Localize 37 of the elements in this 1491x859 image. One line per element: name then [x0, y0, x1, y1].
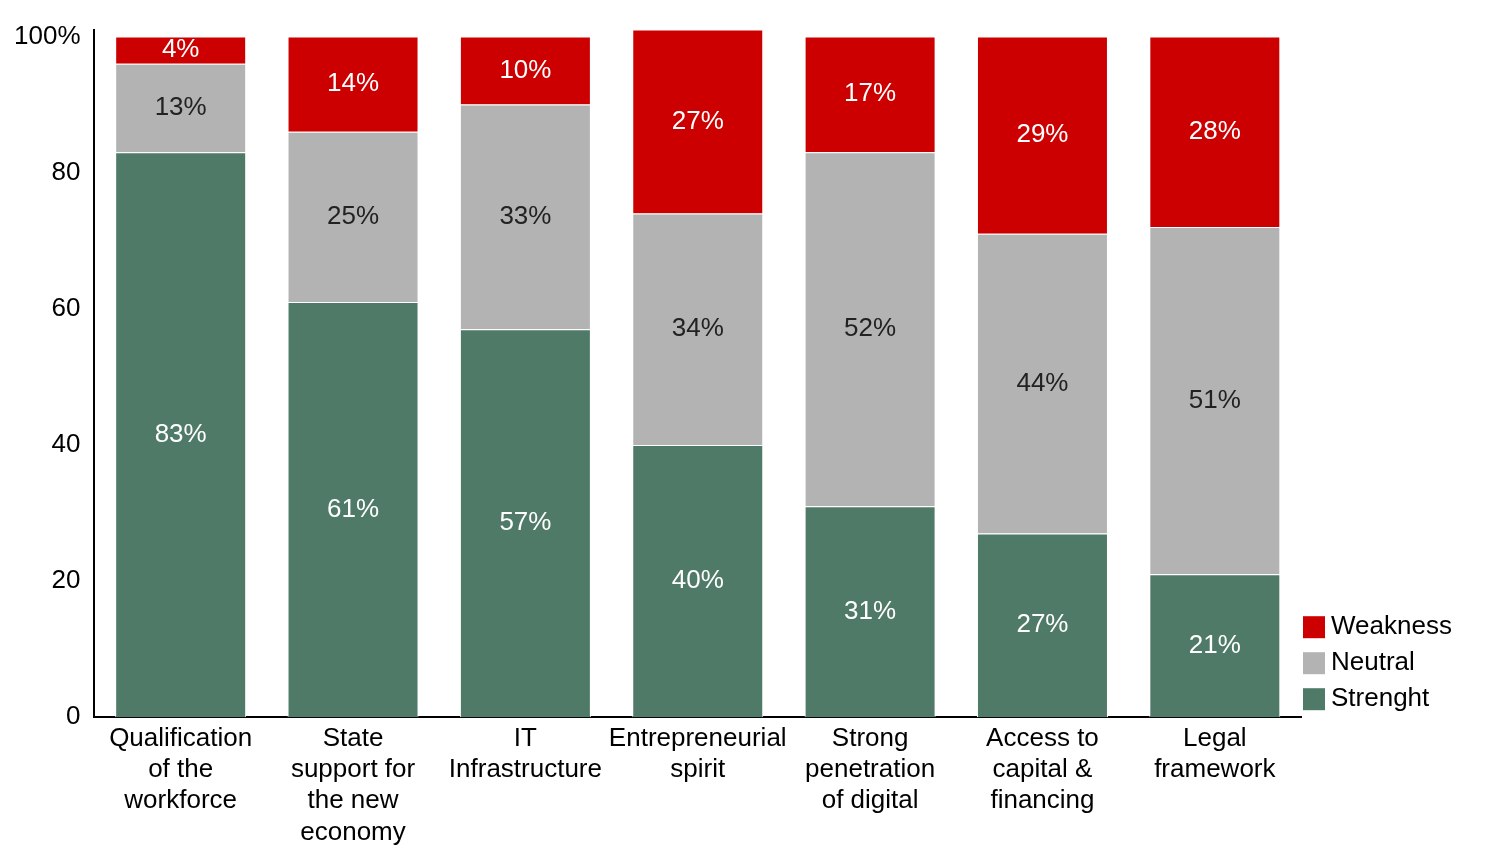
data-label: 13% — [154, 91, 207, 122]
data-label: 57% — [499, 506, 552, 537]
data-label: 17% — [844, 77, 897, 108]
data-label: 21% — [1188, 628, 1241, 659]
data-label: 14% — [327, 67, 380, 98]
x-tick-label: Access to capital & financing — [986, 721, 1099, 815]
x-tick-label: Strong penetration of digital — [805, 721, 936, 815]
data-label: 52% — [844, 312, 897, 343]
data-label: 44% — [1016, 366, 1069, 397]
data-label: 33% — [499, 199, 552, 230]
data-label: 25% — [327, 199, 380, 230]
y-tick-label: 100% — [14, 19, 81, 50]
data-label: 10% — [499, 53, 552, 84]
y-tick-label: 60 — [51, 291, 81, 322]
data-label: 29% — [1016, 118, 1069, 149]
data-label: 31% — [844, 594, 897, 625]
data-label: 28% — [1188, 114, 1241, 145]
x-tick-label: Legal framework — [1154, 721, 1277, 784]
data-label: 61% — [327, 492, 380, 523]
x-tick-label: IT Infrastructure — [448, 721, 602, 784]
data-label: 51% — [1188, 383, 1241, 414]
x-tick-label: State support for the new economy — [290, 721, 416, 846]
x-tick-label: Entrepreneurial spirit — [608, 721, 787, 784]
y-tick-label: 40 — [51, 428, 81, 459]
y-tick-label: 80 — [51, 155, 81, 186]
y-tick-label: 0 — [66, 700, 81, 731]
data-label: 27% — [671, 104, 724, 135]
data-label: 4% — [161, 33, 200, 64]
legend-label: Strenght — [1331, 682, 1431, 713]
data-label: 27% — [1016, 608, 1069, 639]
y-tick-label: 20 — [51, 564, 81, 595]
legend-label: Weakness — [1331, 610, 1452, 641]
legend-label: Neutral — [1331, 646, 1415, 677]
x-tick-label: Qualification of the workforce — [109, 721, 253, 815]
data-label: 83% — [154, 417, 207, 448]
data-label: 34% — [671, 312, 724, 343]
data-label: 40% — [671, 564, 724, 595]
